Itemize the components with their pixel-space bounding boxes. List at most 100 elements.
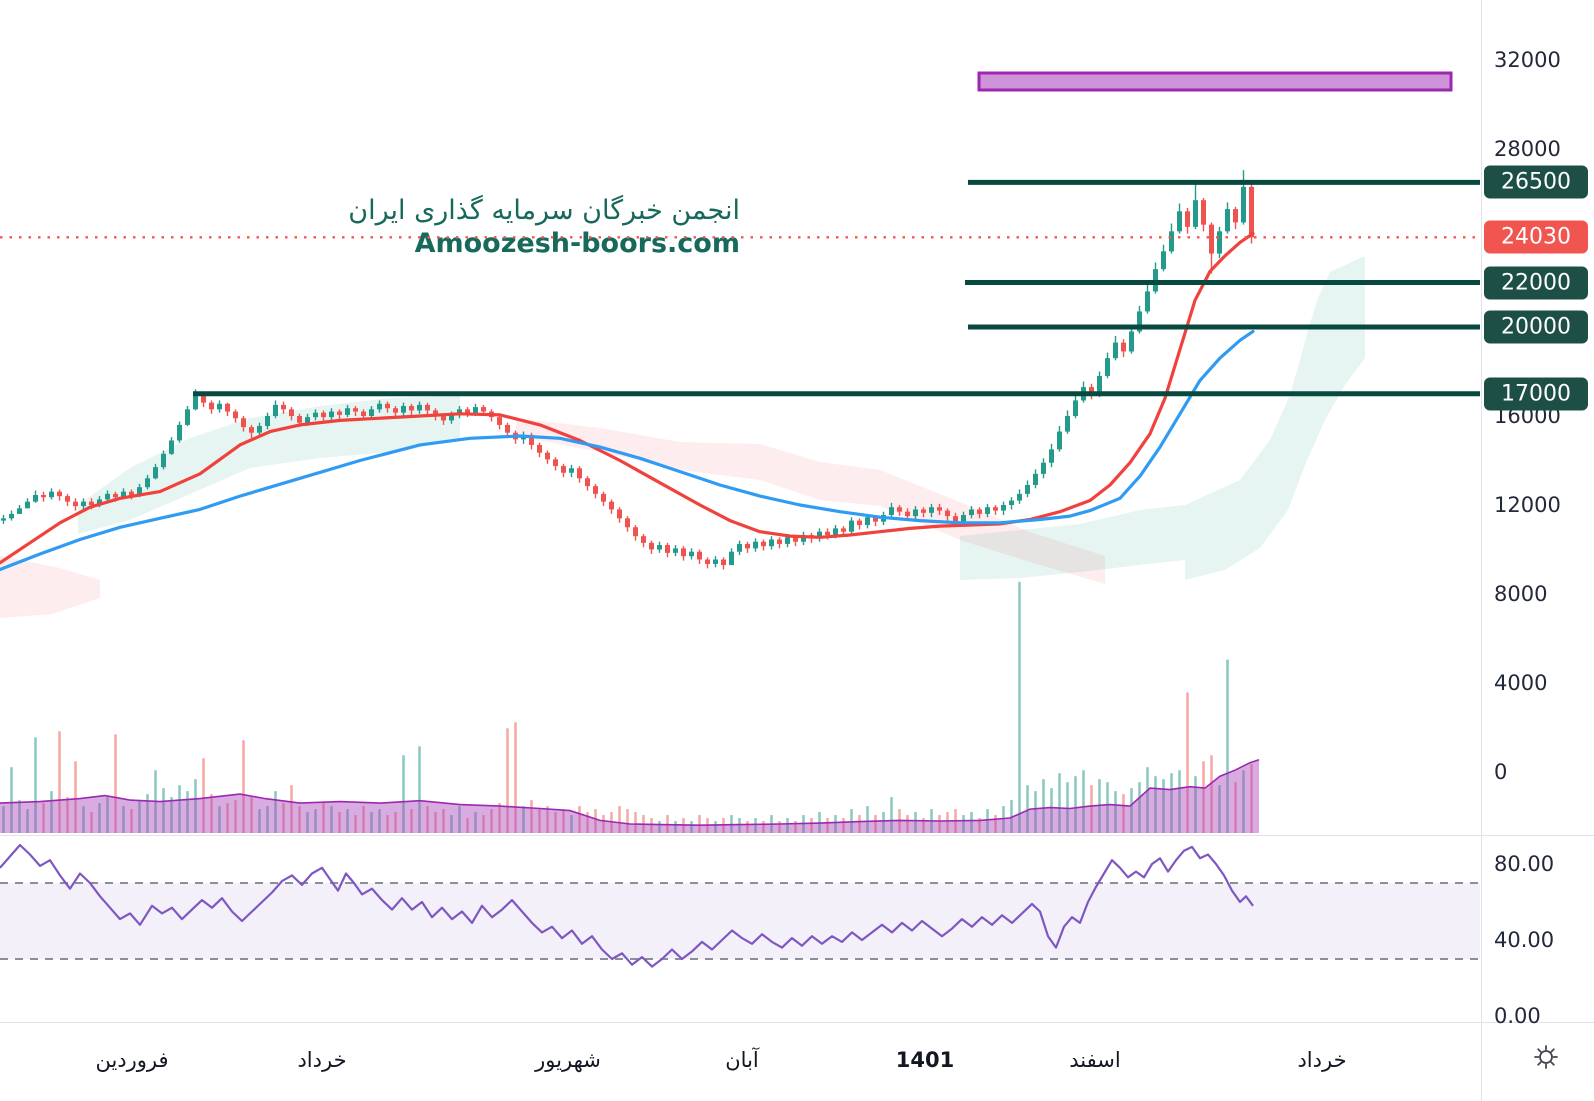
- volume-bar: [586, 812, 589, 833]
- watermark-line2: Amoozesh-boors.com: [414, 227, 740, 259]
- candle-body: [697, 551, 702, 560]
- candle-body: [449, 414, 454, 421]
- pane-divider-rsi-time: [0, 1022, 1594, 1023]
- volume-bar: [50, 791, 53, 833]
- candle-body: [817, 531, 822, 539]
- volume-bar: [1138, 782, 1141, 833]
- volume-bar: [1106, 782, 1109, 833]
- volume-bar: [1058, 773, 1061, 833]
- volume-bar: [994, 815, 997, 833]
- volume-bar: [826, 818, 829, 833]
- candle-body: [361, 411, 366, 416]
- volume-bar: [506, 728, 509, 833]
- volume-bar: [314, 809, 317, 833]
- volume-bar: [538, 809, 541, 833]
- watermark-line1: انجمن خبرگان سرمایه گذاری ایران: [348, 195, 740, 226]
- volume-ma-area: [0, 759, 1259, 833]
- volume-bar: [1034, 791, 1037, 833]
- candle-body: [25, 501, 30, 509]
- price-axis-label: 32000: [1494, 48, 1561, 72]
- volume-bar: [18, 800, 21, 833]
- volume-bar: [1202, 761, 1205, 833]
- candle-body: [617, 509, 622, 519]
- volume-bar: [146, 794, 149, 833]
- price-axis-label: 12000: [1494, 493, 1561, 517]
- candle-body: [217, 403, 222, 410]
- candle-body: [969, 509, 974, 516]
- candle-body: [1097, 375, 1102, 395]
- volume-bar: [1090, 785, 1093, 833]
- volume-bar: [186, 791, 189, 833]
- candle-body: [257, 426, 262, 433]
- volume-bar: [282, 803, 285, 833]
- candle-body: [985, 507, 990, 514]
- candle-body: [529, 434, 534, 445]
- pane-divider-price-rsi[interactable]: [0, 835, 1594, 836]
- volume-bar: [858, 815, 861, 833]
- volume-bar: [426, 806, 429, 833]
- volume-bar: [1162, 779, 1165, 833]
- candle-body: [353, 408, 358, 412]
- candle-body: [1241, 186, 1246, 223]
- supply-zone-rect[interactable]: [977, 71, 1453, 92]
- volume-bar: [658, 821, 661, 833]
- candle-body: [753, 541, 758, 549]
- settings-button[interactable]: [1531, 1042, 1561, 1072]
- candle-body: [929, 507, 934, 513]
- volume-bar: [466, 818, 469, 833]
- candle-body: [1065, 416, 1070, 432]
- volume-bar: [634, 812, 637, 833]
- rsi-band: [0, 883, 1480, 959]
- time-axis-label: 1401: [895, 1048, 955, 1072]
- volume-bar: [194, 779, 197, 833]
- candle-body: [889, 507, 894, 516]
- volume-bar: [42, 803, 45, 833]
- volume-bar: [810, 818, 813, 833]
- candle-body: [97, 499, 102, 505]
- candle-body: [369, 409, 374, 416]
- rsi-pane[interactable]: [0, 835, 1480, 1022]
- time-axis-label: آبان: [725, 1048, 759, 1072]
- volume-bar: [850, 809, 853, 833]
- candle-body: [1137, 311, 1142, 332]
- candle-body: [425, 404, 430, 411]
- volume-bar: [290, 785, 293, 833]
- volume-bar: [226, 803, 229, 833]
- candle-body: [1209, 224, 1214, 254]
- volume-bar: [1018, 581, 1021, 833]
- candle-body: [137, 487, 142, 495]
- volume-bar: [1210, 755, 1213, 833]
- volume-bar: [106, 797, 109, 833]
- volume-bar: [1178, 770, 1181, 833]
- volume-bar: [458, 806, 461, 833]
- candle-body: [801, 535, 806, 542]
- candle-body: [201, 394, 206, 403]
- candle-body: [1049, 449, 1054, 463]
- candle-body: [57, 491, 62, 497]
- volume-bar: [210, 794, 213, 833]
- candle-body: [785, 537, 790, 544]
- candle-body: [185, 409, 190, 425]
- candle-body: [681, 548, 686, 557]
- volume-bar: [298, 806, 301, 833]
- volume-bar: [986, 809, 989, 833]
- candle-body: [601, 493, 606, 502]
- candle-body: [1145, 291, 1150, 312]
- volume-bar: [130, 809, 133, 833]
- volume-bar: [914, 812, 917, 833]
- price-pane[interactable]: [0, 0, 1480, 835]
- candle-body: [1161, 251, 1166, 270]
- volume-bar: [842, 818, 845, 833]
- candle-body: [1169, 231, 1174, 252]
- volume-bar: [650, 818, 653, 833]
- volume-bar: [618, 806, 621, 833]
- price-axis-border: [1481, 0, 1482, 1101]
- candle-body: [1105, 358, 1110, 376]
- candle-body: [81, 501, 86, 507]
- volume-bar: [266, 806, 269, 833]
- candle-body: [833, 528, 838, 536]
- volume-bar: [410, 809, 413, 833]
- volume-bar: [258, 809, 261, 833]
- candle-body: [841, 528, 846, 532]
- volume-bar: [562, 809, 565, 833]
